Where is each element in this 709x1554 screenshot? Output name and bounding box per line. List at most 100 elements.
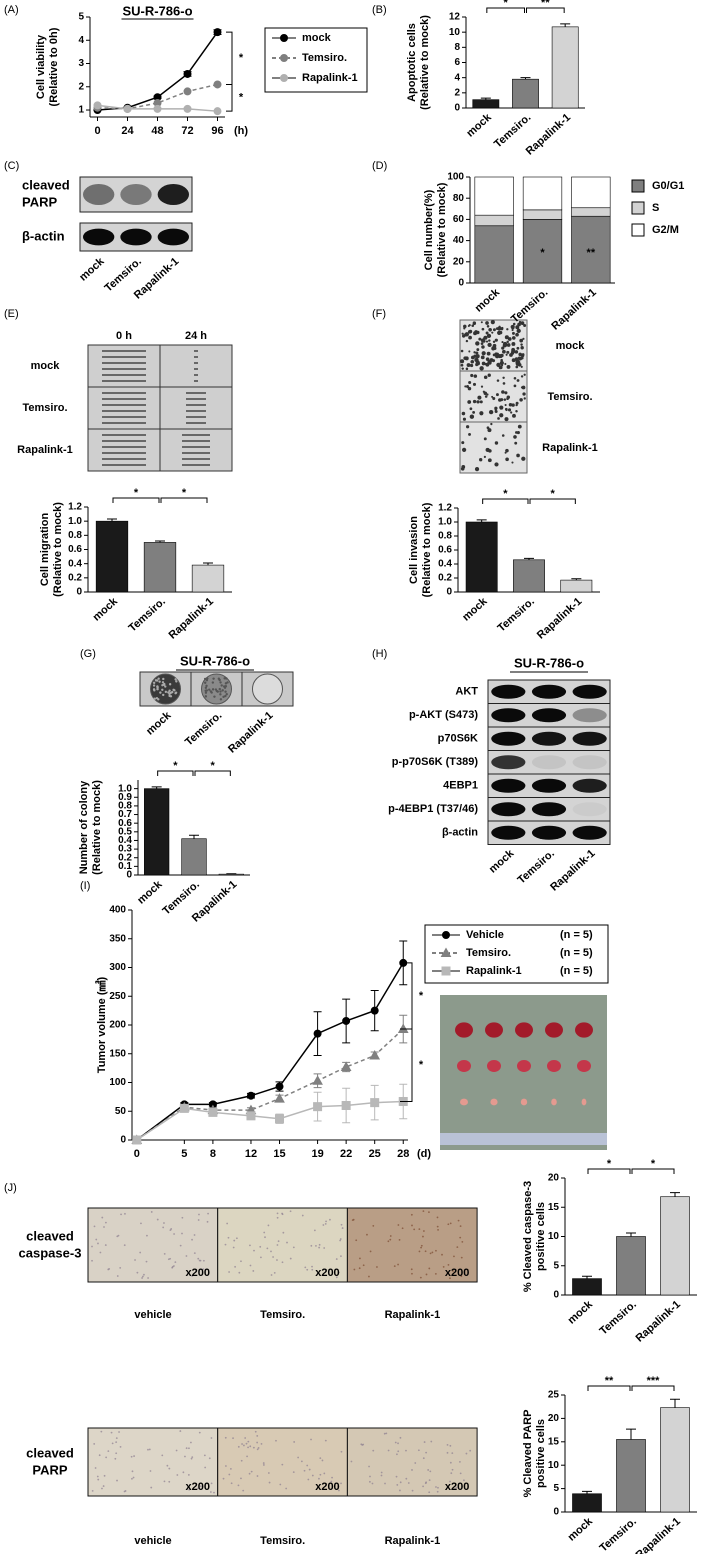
cell-dot	[511, 349, 516, 354]
ihc-dot	[107, 1450, 110, 1453]
ihc-dot	[222, 1477, 225, 1480]
cell-dot	[486, 426, 490, 430]
cell-dot	[480, 385, 484, 388]
cell-dot	[466, 385, 470, 388]
chart-title: SU-R-786-o	[122, 3, 192, 18]
blot-h-band	[491, 708, 526, 723]
ihc-dot	[338, 1489, 340, 1492]
ihc-dot	[453, 1255, 455, 1258]
cell-dot	[504, 362, 507, 366]
cell-dot	[476, 330, 480, 335]
ihc-dot	[233, 1239, 236, 1242]
blot-c-band	[82, 184, 115, 205]
ihc-dot	[397, 1450, 400, 1453]
ihc-dot	[411, 1224, 413, 1227]
ihc-dot	[301, 1214, 304, 1217]
cell-dot	[491, 331, 494, 334]
x-tick-label: 96	[211, 125, 223, 137]
tumor	[515, 1022, 533, 1038]
error-bar	[480, 97, 491, 100]
ihc-dot	[166, 1464, 169, 1467]
legend-label: Vehicle	[466, 929, 504, 941]
ihc-dot	[289, 1257, 292, 1260]
cell-dot	[465, 367, 469, 371]
cell-dot	[501, 434, 505, 437]
ihc-dot	[247, 1446, 249, 1449]
x-tick-label: Rapalink-1	[549, 286, 598, 332]
ihc-dot	[422, 1457, 425, 1460]
ihc-dot	[325, 1220, 327, 1223]
ihc-dot	[270, 1250, 272, 1253]
y-tick-label: 0.8	[118, 801, 132, 812]
cell-dot	[518, 356, 523, 361]
cell-dot	[488, 409, 494, 415]
bar	[513, 559, 545, 593]
ihc-dot	[405, 1477, 408, 1480]
ihc-dot	[311, 1268, 314, 1271]
cell-dot	[505, 448, 509, 453]
cell-dot	[477, 395, 482, 400]
ihc-dot	[292, 1246, 295, 1249]
error-bar	[670, 1398, 680, 1408]
blot-label: β-actin	[22, 228, 65, 243]
ihc-dot	[169, 1229, 172, 1231]
cell-dot	[473, 351, 476, 354]
point	[280, 74, 288, 82]
y-axis-label: Cell migration	[39, 513, 51, 587]
ihc-dot	[423, 1441, 426, 1443]
ihc-dot	[417, 1449, 420, 1452]
ihc-dot	[449, 1444, 452, 1447]
ihc-dot	[150, 1486, 153, 1489]
point	[183, 87, 192, 96]
ihc-dot	[252, 1270, 255, 1272]
cell-dot	[506, 364, 511, 369]
ihc-dot	[323, 1472, 326, 1475]
colony-dot	[221, 689, 224, 692]
ihc-dot	[418, 1228, 421, 1231]
error-bar	[476, 519, 487, 522]
magnification: x200	[315, 1267, 339, 1279]
y-tick-label: 100	[447, 172, 464, 183]
point	[132, 1135, 142, 1145]
ihc-dot	[398, 1239, 401, 1241]
tumor	[545, 1022, 563, 1038]
y-axis-label: Cell viability	[35, 34, 47, 99]
ihc-dot	[389, 1235, 392, 1237]
error-bar	[626, 1428, 636, 1440]
cell-dot	[480, 355, 485, 360]
ihc-dot	[376, 1266, 378, 1268]
cell-dot	[504, 451, 507, 454]
cell-dot	[465, 339, 469, 343]
x-tick-label: 22	[340, 1148, 352, 1160]
ihc-dot	[331, 1476, 333, 1479]
x-tick-label: 0	[134, 1148, 140, 1160]
y-tick-label: 0.1	[118, 861, 132, 872]
cell-dot	[485, 321, 489, 325]
colony-dot	[158, 680, 161, 683]
x-tick-label: 28	[397, 1148, 409, 1160]
blot-label: p-4EBP1 (T37/46)	[388, 803, 478, 815]
colony-dot	[175, 680, 178, 683]
ihc-dot	[156, 1218, 159, 1221]
y-tick-label: 0.6	[438, 545, 452, 556]
point	[123, 104, 132, 113]
ihc-dot	[323, 1247, 326, 1249]
ihc-dot	[460, 1275, 463, 1278]
blot-title: SU-R-786-o	[514, 655, 584, 670]
cell-dot	[475, 354, 480, 359]
ihc-dot	[461, 1240, 464, 1243]
cell-dot	[520, 346, 524, 350]
significance-bracket	[587, 1168, 631, 1174]
y-tick-label: 0.3	[118, 844, 132, 855]
y-tick-label: 0.2	[68, 572, 82, 583]
y-tick-label: 0	[126, 870, 132, 881]
colony-dot	[171, 690, 174, 694]
ihc-dot	[134, 1259, 136, 1261]
bar	[143, 542, 177, 593]
ihc-dot	[297, 1456, 300, 1459]
row-label: PARP	[32, 1462, 67, 1477]
point	[179, 1103, 189, 1113]
panel-label: (D)	[372, 160, 387, 172]
ihc-dot	[441, 1253, 443, 1256]
